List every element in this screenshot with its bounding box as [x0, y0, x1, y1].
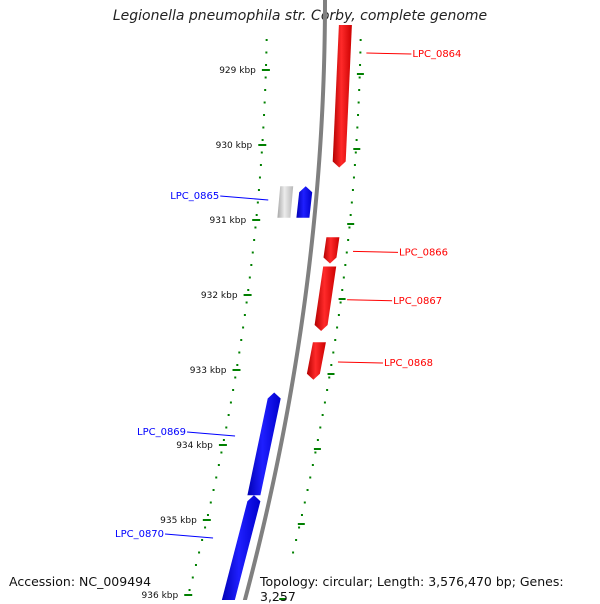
genome-backbone — [242, 0, 328, 600]
gene-label[interactable]: LPC_0869 — [137, 427, 186, 438]
label-leader — [187, 431, 236, 437]
tick-label: 934 kbp — [176, 441, 213, 451]
tick-label: 936 kbp — [142, 591, 179, 600]
tick-label: 930 kbp — [216, 141, 253, 151]
accession-text: Accession: NC_009494 — [9, 574, 152, 589]
label-leader — [366, 52, 412, 55]
genome-title: Legionella pneumophila str. Corby, compl… — [112, 8, 488, 24]
gene-label[interactable]: LPC_0866 — [399, 247, 448, 258]
tick-label: 935 kbp — [160, 516, 197, 526]
gene-label[interactable]: LPC_0870 — [115, 529, 164, 540]
gene-label[interactable]: LPC_0867 — [393, 296, 442, 307]
label-leader — [220, 195, 269, 201]
tick-layer: 929 kbp 930 kbp 931 kbp 932 kbp 933 kbp 934 k… — [142, 66, 364, 600]
gene-label[interactable]: LPC_0864 — [412, 49, 461, 60]
gene-lpc-0865[interactable] — [296, 186, 313, 218]
gene-label[interactable]: LPC_0865 — [170, 191, 219, 202]
ruler-layer — [188, 39, 362, 591]
gene-lpc-0867[interactable] — [314, 266, 337, 332]
tick-label: 931 kbp — [210, 216, 247, 226]
gene-unnamed[interactable] — [277, 186, 294, 218]
label-leader — [337, 361, 383, 364]
gene-lpc-0870[interactable] — [221, 495, 261, 600]
gene-lpc-0864[interactable] — [332, 25, 352, 168]
tick-label: 932 kbp — [201, 291, 238, 301]
label-leader — [165, 533, 214, 539]
tick-label: 929 kbp — [219, 66, 256, 76]
gene-lpc-0868[interactable] — [306, 342, 326, 380]
tick-label: 933 kbp — [190, 366, 227, 376]
label-leader — [347, 299, 393, 302]
gene-lpc-0869[interactable] — [247, 392, 281, 496]
gene-lpc-0866[interactable] — [323, 237, 340, 264]
label-leader — [352, 250, 399, 253]
gene-label[interactable]: LPC_0868 — [384, 358, 433, 369]
gene-layer: LPC_0864 LPC_0865 LPC_0866 LPC_0867 LPC_0868… — [115, 25, 461, 600]
